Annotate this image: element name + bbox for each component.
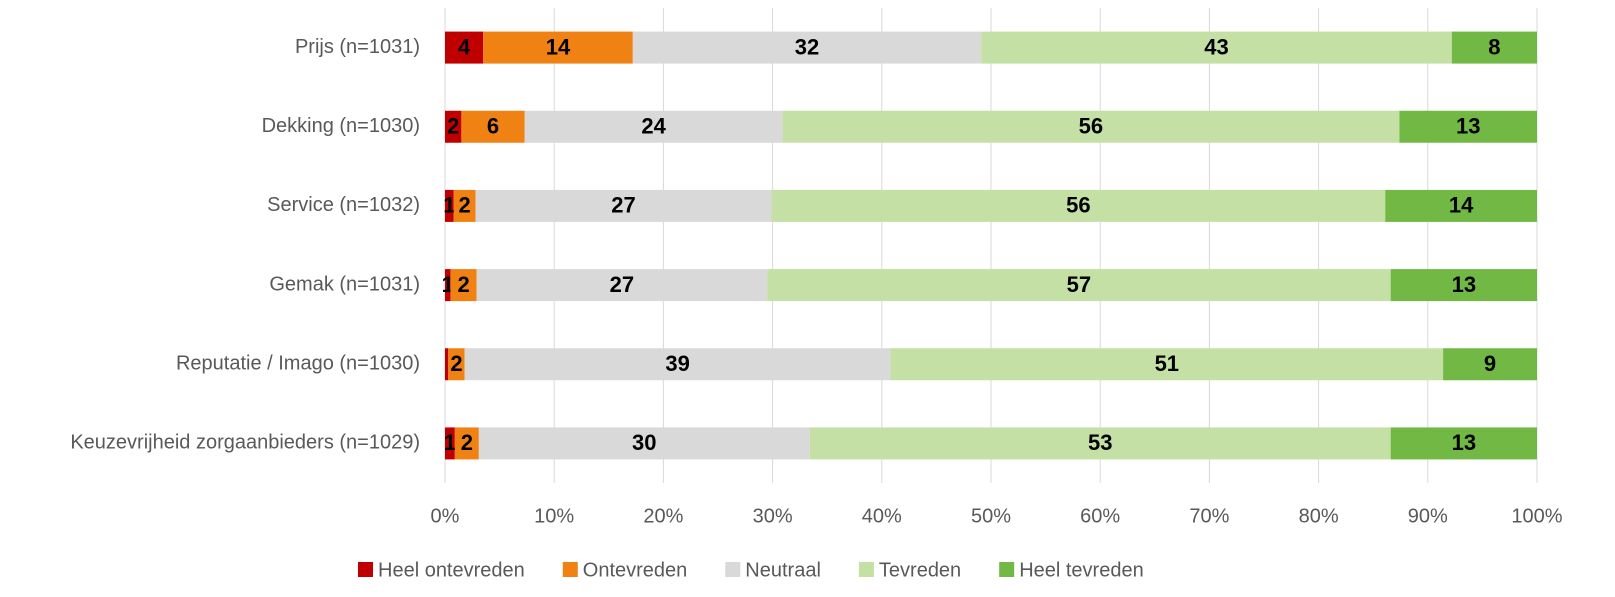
bar-segment — [445, 189, 454, 222]
bar-segment — [476, 269, 768, 302]
data-label: 27 — [610, 272, 634, 297]
bar-segment — [453, 189, 476, 222]
legend-swatch — [999, 562, 1015, 577]
bar-segment — [445, 348, 449, 381]
bar-segment — [1385, 189, 1537, 222]
x-tick-label: 40% — [862, 505, 902, 527]
y-tick-label: Reputatie / Imago (n=1030) — [176, 353, 420, 375]
y-tick-label: Keuzevrijheid zorgaanbieders (n=1029) — [70, 432, 420, 454]
x-tick-label: 100% — [1511, 505, 1562, 527]
x-tick-label: 70% — [1189, 505, 1229, 527]
bar-segment — [450, 269, 477, 302]
bar-segment — [1451, 31, 1537, 64]
legend-swatch — [562, 562, 578, 577]
bar-segment — [464, 348, 891, 381]
bar-segment — [445, 31, 484, 64]
data-label: 9 — [1484, 351, 1496, 376]
legend-label: Heel tevreden — [1019, 559, 1144, 581]
y-tick-label: Service (n=1032) — [267, 194, 420, 216]
bar-segment — [461, 110, 525, 143]
bar-segment — [483, 31, 633, 64]
data-label: 13 — [1452, 272, 1476, 297]
bar-segment — [1390, 427, 1537, 460]
data-label: 4 — [458, 34, 471, 59]
bar-segment — [1443, 348, 1537, 381]
bar-segment — [524, 110, 783, 143]
y-tick-label: Prijs (n=1031) — [295, 36, 420, 58]
x-tick-label: 10% — [534, 505, 574, 527]
data-label: 30 — [632, 430, 656, 455]
y-tick-label: Dekking (n=1030) — [262, 115, 420, 137]
data-label: 43 — [1204, 34, 1228, 59]
data-label: 56 — [1066, 193, 1090, 218]
data-label: 14 — [1449, 193, 1474, 218]
legend-label: Ontevreden — [583, 559, 688, 581]
legend-label: Neutraal — [745, 559, 821, 581]
data-label: 1 — [443, 193, 455, 218]
bar-segment — [475, 189, 772, 222]
bar-segment — [767, 269, 1391, 302]
x-tick-label: 50% — [971, 505, 1011, 527]
data-label: 2 — [457, 272, 469, 297]
bar-segment — [890, 348, 1444, 381]
data-label: 14 — [546, 34, 571, 59]
bar-segment — [478, 427, 810, 460]
legend-swatch — [725, 562, 741, 577]
data-label: 13 — [1456, 114, 1480, 139]
bar-segment — [782, 110, 1400, 143]
x-tick-label: 20% — [643, 505, 683, 527]
data-label: 57 — [1067, 272, 1091, 297]
bar-segment — [454, 427, 479, 460]
data-label: 6 — [487, 114, 499, 139]
x-tick-label: 90% — [1408, 505, 1448, 527]
y-tick-label: Gemak (n=1031) — [269, 273, 420, 295]
legend-label: Tevreden — [879, 559, 961, 581]
x-tick-label: 30% — [753, 505, 793, 527]
legend-swatch — [358, 562, 373, 577]
data-label: 1 — [444, 430, 456, 455]
bar-segment — [445, 110, 462, 143]
data-label: 24 — [641, 114, 666, 139]
data-label: 2 — [447, 114, 459, 139]
x-tick-label: 0% — [431, 505, 460, 527]
bar-segment — [1399, 110, 1537, 143]
data-label: 2 — [461, 430, 473, 455]
bar-segment — [445, 427, 455, 460]
data-label: 39 — [665, 351, 689, 376]
data-label: 32 — [795, 34, 819, 59]
bar-segment — [981, 31, 1452, 64]
x-tick-label: 80% — [1299, 505, 1339, 527]
bar-segment — [771, 189, 1386, 222]
data-label: 8 — [1488, 34, 1500, 59]
data-label: 2 — [459, 193, 471, 218]
bar-segment — [1390, 269, 1537, 302]
bar-segment — [809, 427, 1391, 460]
data-label: 27 — [611, 193, 635, 218]
data-label: 2 — [450, 351, 462, 376]
x-tick-label: 60% — [1080, 505, 1120, 527]
data-label: 56 — [1079, 114, 1103, 139]
bar-segment — [448, 348, 465, 381]
data-label: 53 — [1088, 430, 1112, 455]
legend-label: Heel ontevreden — [378, 559, 525, 581]
bar-segment — [632, 31, 982, 64]
data-label: 13 — [1452, 430, 1476, 455]
bar-segment — [445, 269, 451, 302]
data-label: 51 — [1155, 351, 1179, 376]
legend-swatch — [858, 562, 874, 577]
